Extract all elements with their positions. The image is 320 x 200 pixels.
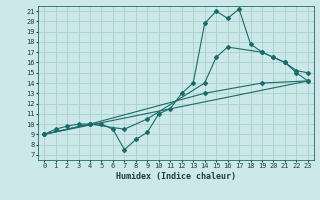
X-axis label: Humidex (Indice chaleur): Humidex (Indice chaleur) — [116, 172, 236, 181]
